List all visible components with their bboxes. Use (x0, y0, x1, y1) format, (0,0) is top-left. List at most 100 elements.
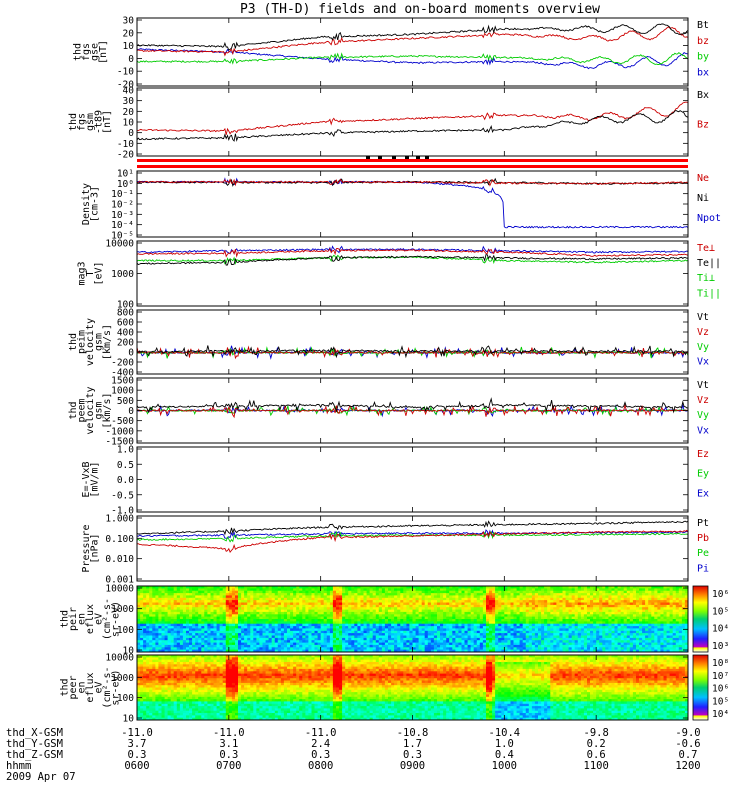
spectrogram-cell (577, 626, 582, 629)
spectrogram-cell (433, 633, 438, 636)
spectrogram-cell (412, 621, 416, 625)
spectrogram-cell (231, 597, 236, 601)
spectrogram-cell (440, 635, 444, 639)
spectrogram-cell (642, 611, 646, 615)
spectrogram-cell (140, 630, 144, 634)
spectrogram-cell (562, 619, 566, 622)
spectrogram-cell (241, 647, 245, 651)
spectrogram-cell (602, 619, 606, 622)
spectrogram-cell (259, 626, 263, 629)
spectrogram-cell (525, 616, 530, 620)
spectrogram-cell (495, 635, 499, 639)
spectrogram-cell (342, 626, 346, 629)
legend-entry: Vz (697, 395, 709, 406)
spectrogram-cell (538, 628, 542, 632)
spectrogram-cell (222, 595, 227, 599)
spectrogram-cell (173, 607, 178, 610)
spectrogram-cell (421, 619, 426, 622)
spectrogram-cell (580, 609, 585, 613)
spectrogram-cell (587, 619, 591, 622)
spectrogram-cell (409, 633, 413, 636)
spectrogram-cell (238, 604, 242, 608)
spectrogram-cell (605, 595, 609, 599)
spectrogram-cell (186, 590, 190, 594)
spectrogram-cell (415, 590, 420, 594)
spectrogram-cell (632, 593, 637, 596)
spectrogram-cell (372, 595, 377, 599)
spectrogram-cell (283, 609, 288, 613)
spectrogram-cell (504, 600, 508, 603)
spectrogram-cell (516, 637, 521, 641)
spectrogram-cell (179, 586, 184, 589)
spectrogram-cell (476, 642, 481, 646)
spectrogram-cell (574, 647, 579, 651)
spectrogram-cell (354, 609, 358, 613)
spectrogram-cell (528, 619, 533, 622)
spectrogram-cell (225, 649, 230, 653)
spectrogram-cell (235, 602, 239, 606)
spectrogram-cell (587, 633, 591, 636)
spectrogram-cell (238, 590, 242, 594)
spectrogram-cell (504, 595, 508, 599)
spectrogram-cell (192, 602, 196, 606)
spectrogram-cell (369, 609, 374, 613)
spectrogram-cell (446, 647, 450, 651)
spectrogram-cell (394, 621, 398, 625)
spectrogram-cell (495, 621, 499, 625)
spectrogram-cell (274, 626, 279, 629)
spectrogram-cell (222, 619, 227, 622)
spectrogram-cell (308, 588, 312, 592)
spectrogram-cell (568, 602, 573, 606)
spectrogram-cell (287, 644, 291, 648)
spectrogram-cell (476, 619, 481, 622)
spectrogram-cell (446, 602, 450, 606)
spectrogram-cell (271, 637, 276, 641)
spectrogram-cell (498, 593, 502, 596)
spectrogram-cell (559, 607, 563, 610)
spectrogram-cell (161, 642, 165, 646)
spectrogram-cell (201, 616, 205, 620)
spectrogram-cell (559, 604, 563, 608)
spectrogram-cell (308, 590, 312, 594)
spectrogram-cell (235, 609, 239, 613)
spectrogram-cell (308, 614, 312, 618)
spectrogram-cell (354, 649, 358, 653)
spectrogram-cell (446, 611, 450, 615)
spectrogram-cell (244, 630, 248, 634)
spectrogram-cell (433, 590, 438, 594)
spectrogram-cell (400, 588, 404, 592)
spectrogram-cell (479, 609, 484, 613)
spectrogram-cell (562, 611, 566, 615)
spectrogram-cell (590, 588, 594, 592)
spectrogram-cell (186, 623, 190, 627)
spectrogram-cell (204, 623, 208, 627)
spectrogram-cell (440, 607, 444, 610)
spectrogram-cell (534, 593, 539, 596)
spectrogram-cell (562, 635, 566, 639)
spectrogram-cell (541, 637, 545, 641)
spectrogram-cell (605, 623, 609, 627)
spectrogram-cell (146, 588, 150, 592)
spectrogram-cell (446, 616, 450, 620)
spectrogram-cell (137, 642, 141, 646)
spectrogram-cell (593, 597, 597, 601)
spectrogram-cell (222, 607, 227, 610)
spectrogram-cell (547, 611, 551, 615)
spectrogram-cell (320, 644, 325, 648)
spectrogram-cell (170, 621, 175, 625)
spectrogram-cell (418, 588, 423, 592)
spectrogram-cell (507, 602, 511, 606)
spectrogram-cell (424, 616, 429, 620)
spectrogram-cell (590, 611, 594, 615)
spectrogram-cell (446, 644, 450, 648)
spectrogram-cell (283, 607, 288, 610)
spectrogram-cell (290, 621, 294, 625)
spectrogram-cell (587, 623, 591, 627)
spectrogram-cell (531, 609, 536, 613)
spectrogram-cell (568, 640, 573, 643)
spectrogram-cell (639, 597, 643, 601)
spectrogram-cell (329, 609, 334, 613)
spectrogram-cell (204, 597, 208, 601)
spectrogram-cell (283, 642, 288, 646)
spectrogram-cell (639, 626, 643, 629)
